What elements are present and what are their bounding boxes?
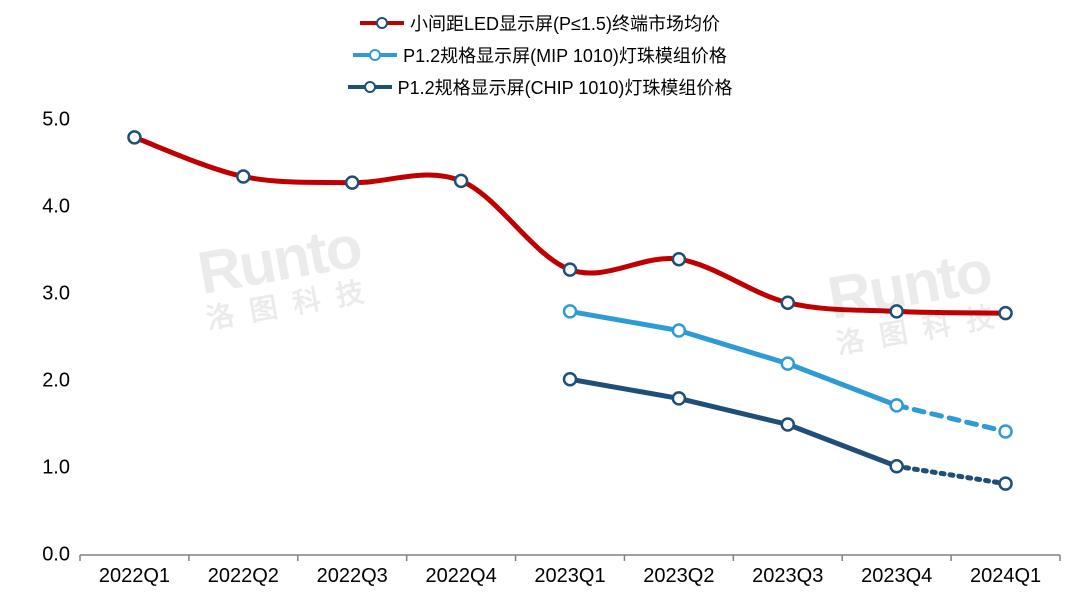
y-axis-tick-label: 1.0 bbox=[10, 457, 70, 480]
y-axis-tick-label: 4.0 bbox=[10, 196, 70, 219]
x-axis-tick-label: 2023Q1 bbox=[534, 565, 605, 588]
y-axis-tick-label: 3.0 bbox=[10, 283, 70, 306]
x-axis-tick-label: 2023Q3 bbox=[752, 565, 823, 588]
y-axis-tick-label: 2.0 bbox=[10, 370, 70, 393]
x-axis-tick-label: 2022Q3 bbox=[317, 565, 388, 588]
y-axis-tick-label: 5.0 bbox=[10, 109, 70, 132]
x-axis-tick-label: 2023Q2 bbox=[643, 565, 714, 588]
chart-plot-svg bbox=[0, 0, 1080, 609]
y-axis-tick-label: 0.0 bbox=[10, 544, 70, 567]
line-chart: 小间距LED显示屏(P≤1.5)终端市场均价 P1.2规格显示屏(MIP 101… bbox=[0, 0, 1080, 609]
x-axis-tick-label: 2024Q1 bbox=[970, 565, 1041, 588]
x-axis-tick-label: 2023Q4 bbox=[861, 565, 932, 588]
x-axis-tick-label: 2022Q2 bbox=[208, 565, 279, 588]
x-axis-tick-label: 2022Q1 bbox=[99, 565, 170, 588]
x-axis-tick-label: 2022Q4 bbox=[426, 565, 497, 588]
